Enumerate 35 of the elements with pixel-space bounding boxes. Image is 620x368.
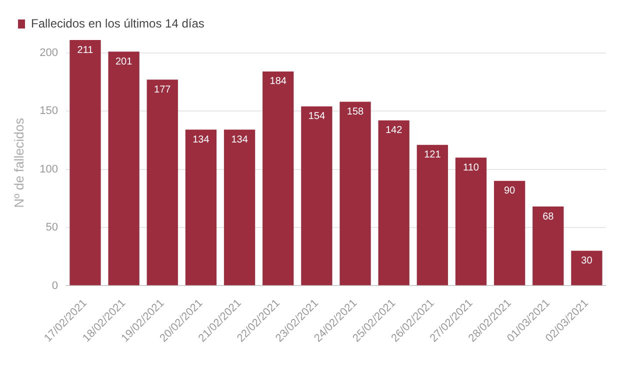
data-label: 154 bbox=[308, 111, 326, 122]
bar bbox=[416, 144, 448, 286]
bar bbox=[378, 120, 410, 286]
data-label: 201 bbox=[115, 56, 133, 68]
bar bbox=[532, 206, 564, 286]
y-tick-label: 0 bbox=[52, 280, 58, 292]
data-label: 211 bbox=[77, 44, 94, 56]
bar bbox=[146, 80, 178, 286]
bar bbox=[455, 158, 487, 286]
data-label: 110 bbox=[463, 162, 480, 174]
data-label: 68 bbox=[542, 211, 554, 222]
legend-label: Fallecidos en los últimos 14 días bbox=[31, 16, 204, 30]
y-tick-label: 150 bbox=[40, 105, 58, 118]
data-label: 142 bbox=[385, 125, 403, 136]
bar bbox=[224, 130, 256, 286]
data-label: 134 bbox=[192, 134, 210, 146]
bar bbox=[301, 106, 332, 286]
bar bbox=[185, 130, 217, 286]
data-label: 184 bbox=[270, 76, 287, 88]
data-label: 158 bbox=[346, 106, 364, 118]
data-label: 30 bbox=[581, 256, 593, 267]
y-tick-label: 100 bbox=[40, 163, 58, 176]
bar bbox=[571, 250, 602, 286]
y-tick-label: 200 bbox=[40, 46, 58, 59]
bar bbox=[108, 52, 140, 286]
bar bbox=[340, 102, 371, 286]
data-label: 90 bbox=[504, 186, 516, 197]
y-tick-label: 50 bbox=[46, 222, 58, 234]
data-label: 134 bbox=[231, 134, 248, 146]
bar bbox=[262, 71, 294, 286]
bar bbox=[494, 180, 526, 286]
bar bbox=[70, 40, 101, 286]
data-label: 121 bbox=[424, 150, 442, 161]
y-axis-title: Nº de fallecidos bbox=[11, 117, 26, 208]
data-label: 177 bbox=[154, 84, 172, 96]
